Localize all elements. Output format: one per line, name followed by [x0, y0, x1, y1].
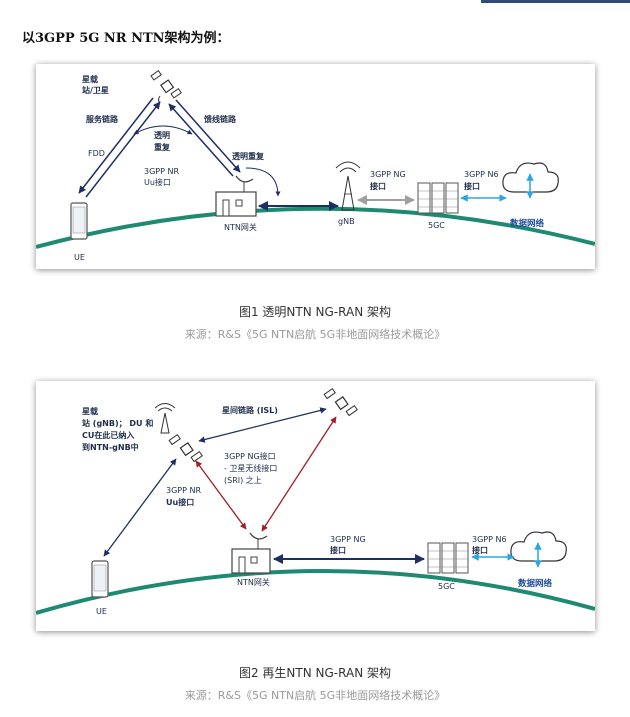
sri-link-gnb-satellite [195, 460, 247, 530]
core-servers-icon [417, 182, 459, 214]
ntn-gateway-icon [231, 532, 271, 574]
figure2-caption: 图2 再生NTN NG-RAN 架构 [238, 666, 391, 680]
feeder-link-label: 馈线链路 [203, 114, 237, 124]
ue-phone-icon [91, 560, 109, 598]
data-network-cloud-icon [510, 531, 567, 568]
service-link-down [78, 97, 154, 194]
ng-interface-label-2: 接口 [370, 181, 386, 191]
satellite-icon [150, 69, 182, 104]
top-accent-bar [481, 0, 630, 3]
core-label: 5GC [438, 582, 455, 591]
satellite-label: 星载 [82, 74, 98, 84]
nr-uu-label-2: Uu接口 [166, 497, 194, 507]
transparent-repeat-arc [133, 125, 193, 135]
feeder-link-down [175, 99, 241, 173]
n6-interface-label: 3GPP N6 [472, 535, 507, 544]
service-link [103, 458, 177, 557]
ntn-gateway-label: NTN网关 [224, 222, 257, 232]
gnb-label: gNB [338, 217, 355, 226]
ng-sri-label: 3GPP NG接口 [224, 451, 276, 461]
core-servers-icon [427, 542, 469, 574]
ntn-gateway-label: NTN网关 [237, 577, 270, 587]
ground-curve [36, 569, 595, 615]
ng-sri-label-3: (SRI) 之上 [224, 475, 262, 485]
transparent-label: 透明 [154, 130, 170, 140]
data-network-label: 数据网络 [510, 218, 545, 229]
ng-interface-label-2: 接口 [330, 545, 346, 555]
transparent-repeat-label: 透明重复 [232, 151, 265, 161]
figure1-caption: 图1 透明NTN NG-RAN 架构 [238, 305, 391, 319]
sri-link-relay-satellite [261, 416, 337, 532]
core-label: 5GC [428, 221, 445, 230]
satellite-gnb-label-4: 到NTN-gNB中 [82, 442, 139, 452]
ng-interface-label: 3GPP NG [330, 535, 366, 544]
ue-label: UE [74, 253, 85, 262]
satellite-gnb-label-3: CU在此已纳入 [82, 430, 134, 440]
feeder-link-up [168, 103, 234, 177]
figure2-source: 来源：R&S《5G NTN启航 5G非地面网络技术概论》 [184, 689, 446, 702]
satellite-gnb-label: 星载 [82, 406, 98, 416]
satellite-gnb-label-2: 站 (gNB)； DU 和 [82, 418, 153, 429]
nr-uu-label-2: Uu接口 [144, 177, 171, 187]
ue-phone-icon [70, 202, 88, 240]
satellite-label-2: 站/卫星 [82, 85, 109, 95]
nr-uu-label: 3GPP NR [144, 167, 179, 176]
ng-sri-label-2: - 卫星无线接口 [224, 463, 277, 473]
figure-regenerative-ntn: 星载 站 (gNB)； DU 和 CU在此已纳入 到NTN-gNB中 星间链路 … [36, 381, 595, 631]
ng-interface-label: 3GPP NG [370, 170, 406, 179]
ntn-gateway-icon [215, 175, 257, 217]
data-network-label: 数据网络 [518, 578, 553, 589]
satellite-relay-icon [323, 387, 358, 417]
satellite-gnb-icon [168, 433, 203, 463]
figure-transparent-ntn: 星载 站/卫星 服务链路 馈线链路 透明 重复 透明重复 FDD 3GPP NR… [36, 64, 595, 269]
section-heading: 以3GPP 5G NR NTN架构为例： [22, 31, 230, 46]
transparent-label-2: 重复 [154, 142, 171, 152]
figure1-source: 来源：R&S《5G NTN启航 5G非地面网络技术概论》 [184, 328, 446, 341]
fdd-label: FDD [88, 149, 105, 158]
n6-interface-label: 3GPP N6 [464, 170, 499, 179]
isl-label: 星间链路 (ISL) [222, 405, 278, 415]
ue-label: UE [96, 607, 107, 616]
diagram-regenerative-ntn: 星载 站 (gNB)； DU 和 CU在此已纳入 到NTN-gNB中 星间链路 … [36, 387, 595, 616]
n6-interface-label-2: 接口 [472, 545, 488, 555]
nr-uu-label: 3GPP NR [166, 486, 201, 495]
transparent-repeat-gw-arc [245, 167, 281, 197]
diagram-transparent-ntn: 星载 站/卫星 服务链路 馈线链路 透明 重复 透明重复 FDD 3GPP NR… [36, 69, 595, 262]
data-network-cloud-icon [502, 162, 559, 199]
service-link-up [85, 101, 161, 198]
n6-interface-label-2: 接口 [464, 181, 480, 191]
gnb-tower-icon [335, 161, 361, 211]
service-link-label: 服务链路 [86, 114, 119, 124]
satellite-gnb-tower-icon [154, 403, 176, 434]
